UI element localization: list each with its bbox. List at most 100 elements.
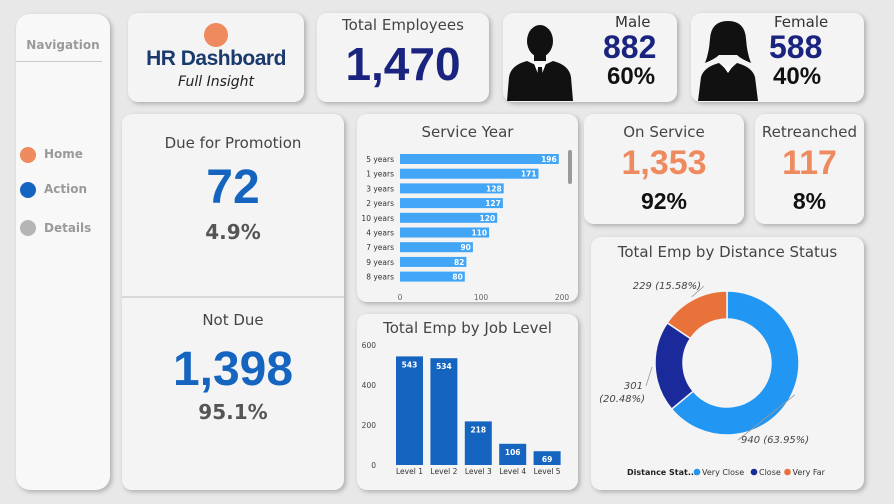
service-year-data-label: 120 xyxy=(480,214,496,223)
female-pct: 40% xyxy=(773,63,822,90)
distance-legend-marker xyxy=(693,468,701,476)
female-card: Female 588 40% xyxy=(691,13,864,102)
service-year-bar xyxy=(400,271,465,282)
service-year-category-label: 3 years xyxy=(366,184,394,193)
action-dot-icon xyxy=(20,182,36,198)
logo-dot-icon xyxy=(204,23,228,47)
nav-item-details-label: Details xyxy=(44,221,92,235)
distance-legend-marker xyxy=(784,468,791,476)
service-year-category-label: 9 years xyxy=(366,258,394,267)
service-year-data-label: 127 xyxy=(485,199,501,208)
nav-title: Navigation xyxy=(26,38,100,52)
promotion-divider xyxy=(122,296,344,298)
not-due-pct: 95.1% xyxy=(198,400,268,424)
job-level-tick-label: 600 xyxy=(362,341,377,350)
job-level-title: Total Emp by Job Level xyxy=(383,319,552,337)
service-year-scrollbar[interactable] xyxy=(568,150,572,184)
promotion-card: Due for Promotion 72 4.9% Not Due 1,398 … xyxy=(122,114,344,490)
service-year-bar xyxy=(400,227,490,238)
service-year-bar xyxy=(400,212,498,223)
female-silhouette-icon xyxy=(698,21,758,101)
job-level-tick-label: 0 xyxy=(371,461,376,470)
distance-leader-line xyxy=(691,285,705,298)
male-pct: 60% xyxy=(607,63,656,90)
distance-donut-chart: 940 (63.95%) 301 (20.48%) 229 (15.58%) Dista… xyxy=(599,281,826,477)
on-service-label: On Service xyxy=(623,123,705,141)
nav-item-home-label: Home xyxy=(44,147,83,161)
male-label: Male xyxy=(615,13,651,31)
on-service-card: On Service 1,353 92% xyxy=(584,114,744,224)
service-year-bar xyxy=(400,154,559,164)
retrenched-pct: 8% xyxy=(792,188,827,214)
service-year-data-label: 171 xyxy=(521,170,537,179)
job-level-card: Total Emp by Job Level 0 200 400 600 543 Leve… xyxy=(357,314,578,490)
total-employees-label: Total Employees xyxy=(342,16,464,34)
distance-data-label: (20.48%) xyxy=(599,394,645,405)
retrenched-card: Retreanched 117 8% xyxy=(755,114,864,224)
nav-divider xyxy=(16,61,102,62)
service-year-title: Service Year xyxy=(421,123,514,141)
logo-title: HR Dashboard xyxy=(146,47,286,70)
distance-data-label: 229 (15.58%) xyxy=(633,281,701,292)
service-year-category-label: 5 years xyxy=(366,155,394,164)
service-year-category-label: 10 years xyxy=(361,214,394,223)
distance-data-label: 301 xyxy=(624,381,643,392)
retrenched-label: Retreanched xyxy=(761,123,858,141)
service-year-chart: 5 years 196 1 years 171 3 years 128 2 years 127… xyxy=(361,154,570,302)
job-level-category-label: Level 2 xyxy=(430,467,457,476)
job-level-bar xyxy=(430,358,458,465)
distance-card: Total Emp by Distance Status 940 (63.95%… xyxy=(591,237,864,490)
female-label: Female xyxy=(774,13,829,31)
service-year-bar xyxy=(400,168,539,179)
retrenched-value: 117 xyxy=(782,144,837,182)
service-year-data-label: 90 xyxy=(460,243,470,252)
service-year-bar xyxy=(400,256,467,267)
service-year-data-label: 80 xyxy=(452,273,462,282)
distance-data-label: 940 (63.95%) xyxy=(741,435,809,446)
home-dot-icon xyxy=(20,147,36,163)
distance-slice xyxy=(666,290,728,340)
not-due-value: 1,398 xyxy=(172,343,294,396)
due-promotion-pct: 4.9% xyxy=(205,220,261,244)
service-year-category-label: 4 years xyxy=(366,229,394,238)
distance-leader-line xyxy=(645,366,653,387)
service-year-data-label: 128 xyxy=(486,184,502,193)
distance-leader-line xyxy=(737,394,796,441)
male-value: 882 xyxy=(603,29,657,65)
service-year-category-label: 1 years xyxy=(366,170,394,179)
distance-legend-title: Distance Stat... xyxy=(627,468,697,477)
distance-legend-label: Very Close xyxy=(702,468,744,477)
job-level-category-label: Level 5 xyxy=(534,467,561,476)
navigation-panel: Navigation Home Action Details xyxy=(16,14,110,490)
distance-title: Total Emp by Distance Status xyxy=(617,243,838,261)
service-year-bar xyxy=(400,242,473,253)
job-level-bar xyxy=(396,356,423,465)
total-employees-value: 1,470 xyxy=(345,38,461,90)
job-level-data-label: 534 xyxy=(436,362,452,371)
service-year-category-label: 2 years xyxy=(366,199,394,208)
male-card: Male 882 60% xyxy=(503,13,677,102)
logo-card: HR Dashboard Full Insight xyxy=(128,13,304,102)
service-year-tick-label: 0 xyxy=(398,293,403,302)
not-due-label: Not Due xyxy=(202,311,264,329)
job-level-bar xyxy=(499,443,527,465)
job-level-bar xyxy=(464,421,492,465)
job-level-data-label: 218 xyxy=(470,425,486,434)
service-year-category-label: 7 years xyxy=(366,243,394,252)
service-year-bar xyxy=(400,198,503,209)
service-year-tick-label: 200 xyxy=(555,293,570,302)
nav-item-action-label: Action xyxy=(44,182,88,196)
distance-legend-label: Close xyxy=(759,468,781,477)
distance-legend-marker xyxy=(750,468,758,476)
distance-slice xyxy=(670,290,800,436)
due-promotion-label: Due for Promotion xyxy=(164,134,302,152)
service-year-data-label: 110 xyxy=(471,229,487,238)
job-level-bar xyxy=(533,451,561,465)
service-year-data-label: 196 xyxy=(541,155,557,164)
job-level-tick-label: 200 xyxy=(362,421,377,430)
job-level-data-label: 106 xyxy=(505,448,521,457)
job-level-data-label: 543 xyxy=(402,360,418,369)
male-silhouette-icon xyxy=(507,25,573,101)
details-dot-icon xyxy=(20,220,36,236)
female-value: 588 xyxy=(769,29,823,65)
